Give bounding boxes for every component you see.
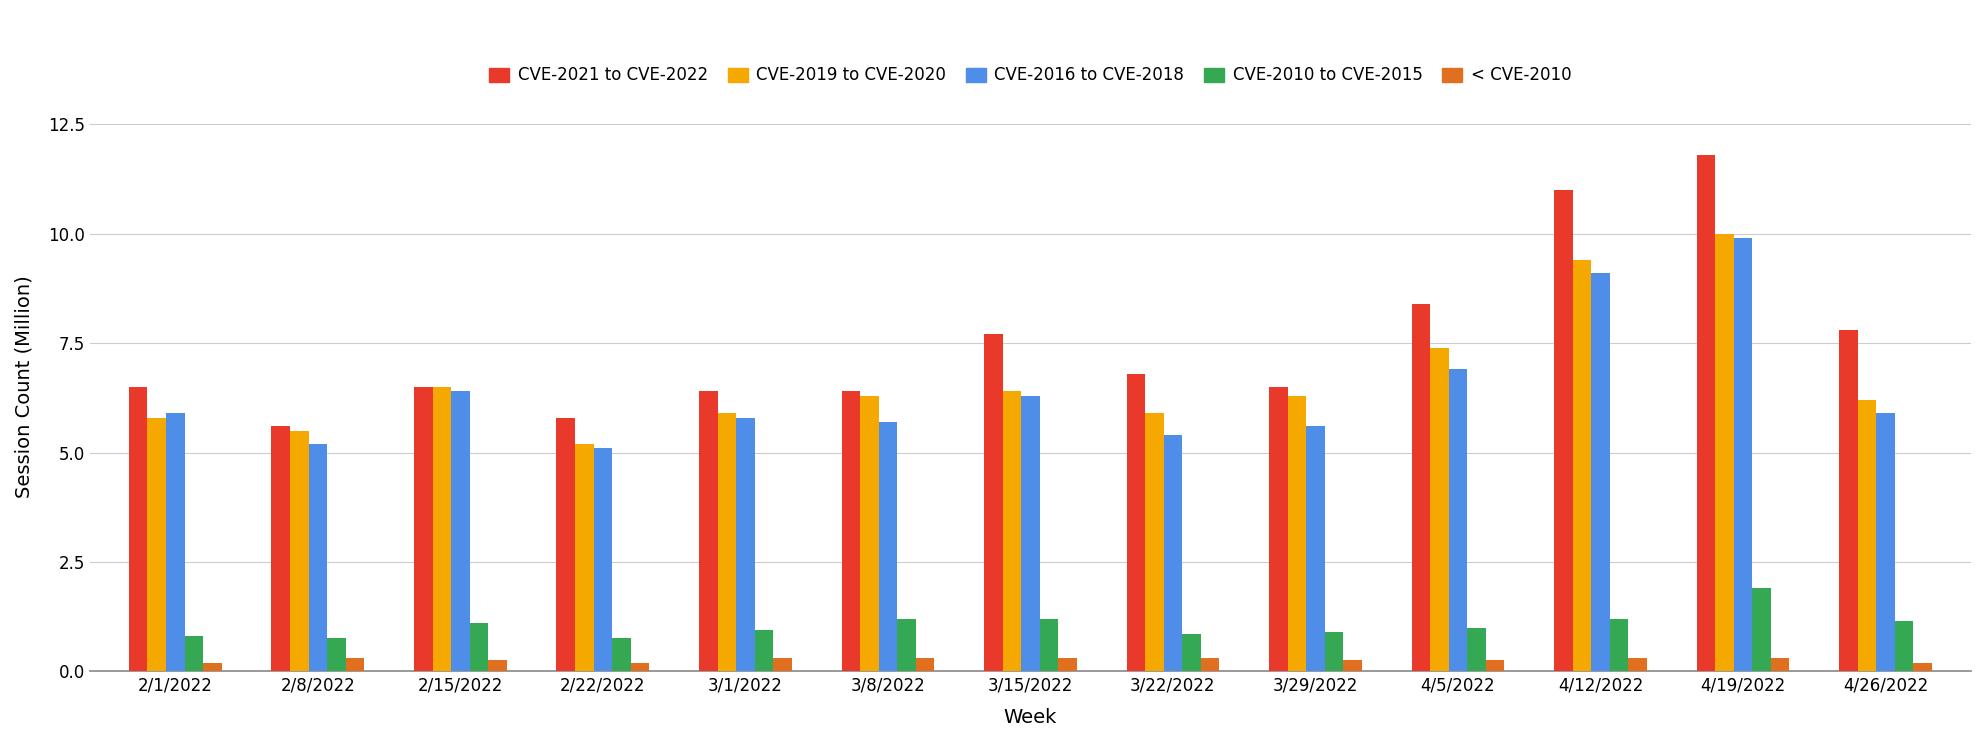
Bar xyxy=(1126,374,1146,672)
Bar xyxy=(1555,190,1573,672)
Bar xyxy=(1629,658,1646,672)
Bar xyxy=(1877,413,1895,672)
Bar xyxy=(1895,621,1913,672)
X-axis label: Week: Week xyxy=(1003,708,1057,727)
Legend: CVE-2021 to CVE-2022, CVE-2019 to CVE-2020, CVE-2016 to CVE-2018, CVE-2010 to CV: CVE-2021 to CVE-2022, CVE-2019 to CVE-20… xyxy=(483,60,1579,91)
Bar xyxy=(1468,628,1486,672)
Bar xyxy=(842,391,860,672)
Bar xyxy=(1573,260,1591,672)
Bar xyxy=(328,638,346,672)
Bar xyxy=(1448,370,1468,672)
Bar xyxy=(1696,155,1716,672)
Bar xyxy=(489,660,506,672)
Bar xyxy=(1486,660,1503,672)
Bar xyxy=(147,418,167,672)
Bar xyxy=(1269,387,1287,672)
Bar xyxy=(451,391,469,672)
Bar xyxy=(1430,347,1448,672)
Bar xyxy=(612,638,632,672)
Bar xyxy=(1307,427,1325,672)
Bar xyxy=(1146,413,1164,672)
Bar xyxy=(632,663,649,672)
Bar xyxy=(413,387,433,672)
Bar xyxy=(556,418,576,672)
Bar xyxy=(1734,238,1752,672)
Bar xyxy=(433,387,451,672)
Bar xyxy=(878,422,898,672)
Bar xyxy=(1839,330,1857,672)
Bar xyxy=(1343,660,1362,672)
Bar xyxy=(1913,663,1932,672)
Bar xyxy=(699,391,717,672)
Bar xyxy=(717,413,737,672)
Bar xyxy=(1412,303,1430,672)
Bar xyxy=(916,658,933,672)
Bar xyxy=(576,444,594,672)
Bar xyxy=(1003,391,1021,672)
Bar xyxy=(1287,395,1307,672)
Bar xyxy=(346,658,363,672)
Bar xyxy=(129,387,147,672)
Bar xyxy=(773,658,792,672)
Bar xyxy=(898,619,916,672)
Bar xyxy=(1325,632,1343,672)
Bar xyxy=(167,413,185,672)
Bar xyxy=(1752,588,1772,672)
Bar xyxy=(1202,658,1219,672)
Bar xyxy=(290,430,308,672)
Bar xyxy=(755,630,773,672)
Bar xyxy=(1021,395,1039,672)
Bar xyxy=(1772,658,1789,672)
Bar xyxy=(1611,619,1629,672)
Bar xyxy=(594,448,612,672)
Bar xyxy=(1164,435,1182,672)
Y-axis label: Session Count (Million): Session Count (Million) xyxy=(16,275,34,499)
Bar xyxy=(1182,634,1202,672)
Bar xyxy=(1059,658,1076,672)
Bar xyxy=(469,623,489,672)
Bar xyxy=(1857,400,1877,672)
Bar xyxy=(983,335,1003,672)
Bar xyxy=(272,427,290,672)
Bar xyxy=(185,636,203,672)
Bar xyxy=(1716,234,1734,672)
Bar xyxy=(1039,619,1059,672)
Bar xyxy=(737,418,755,672)
Bar xyxy=(308,444,328,672)
Bar xyxy=(1591,273,1611,672)
Bar xyxy=(203,663,222,672)
Bar xyxy=(860,395,878,672)
